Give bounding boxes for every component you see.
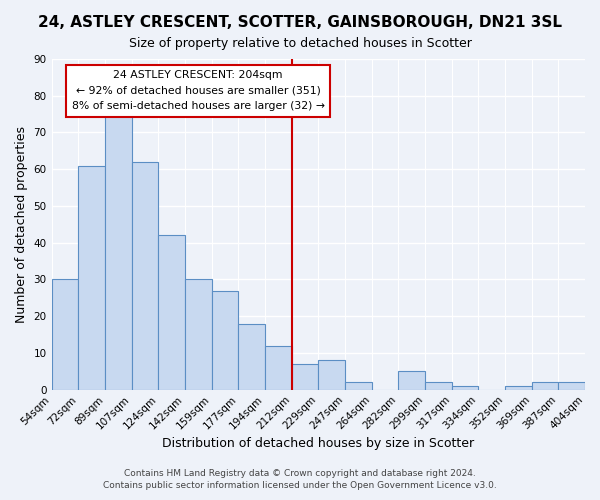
Text: 24 ASTLEY CRESCENT: 204sqm
← 92% of detached houses are smaller (351)
8% of semi: 24 ASTLEY CRESCENT: 204sqm ← 92% of deta… bbox=[72, 70, 325, 111]
Bar bbox=[345, 382, 371, 390]
Bar bbox=[318, 360, 345, 390]
Bar bbox=[105, 114, 131, 390]
Bar bbox=[185, 280, 212, 390]
Bar bbox=[78, 166, 105, 390]
Bar bbox=[52, 280, 78, 390]
Bar bbox=[559, 382, 585, 390]
Bar bbox=[292, 364, 318, 390]
Bar bbox=[398, 372, 425, 390]
Y-axis label: Number of detached properties: Number of detached properties bbox=[15, 126, 28, 323]
Bar bbox=[158, 236, 185, 390]
Bar bbox=[212, 290, 238, 390]
Text: 24, ASTLEY CRESCENT, SCOTTER, GAINSBOROUGH, DN21 3SL: 24, ASTLEY CRESCENT, SCOTTER, GAINSBOROU… bbox=[38, 15, 562, 30]
Bar bbox=[505, 386, 532, 390]
Bar bbox=[425, 382, 452, 390]
Text: Size of property relative to detached houses in Scotter: Size of property relative to detached ho… bbox=[128, 38, 472, 51]
Bar bbox=[452, 386, 478, 390]
X-axis label: Distribution of detached houses by size in Scotter: Distribution of detached houses by size … bbox=[162, 437, 475, 450]
Bar bbox=[238, 324, 265, 390]
Bar bbox=[131, 162, 158, 390]
Text: Contains HM Land Registry data © Crown copyright and database right 2024.
Contai: Contains HM Land Registry data © Crown c… bbox=[103, 468, 497, 490]
Bar bbox=[265, 346, 292, 390]
Bar bbox=[532, 382, 559, 390]
